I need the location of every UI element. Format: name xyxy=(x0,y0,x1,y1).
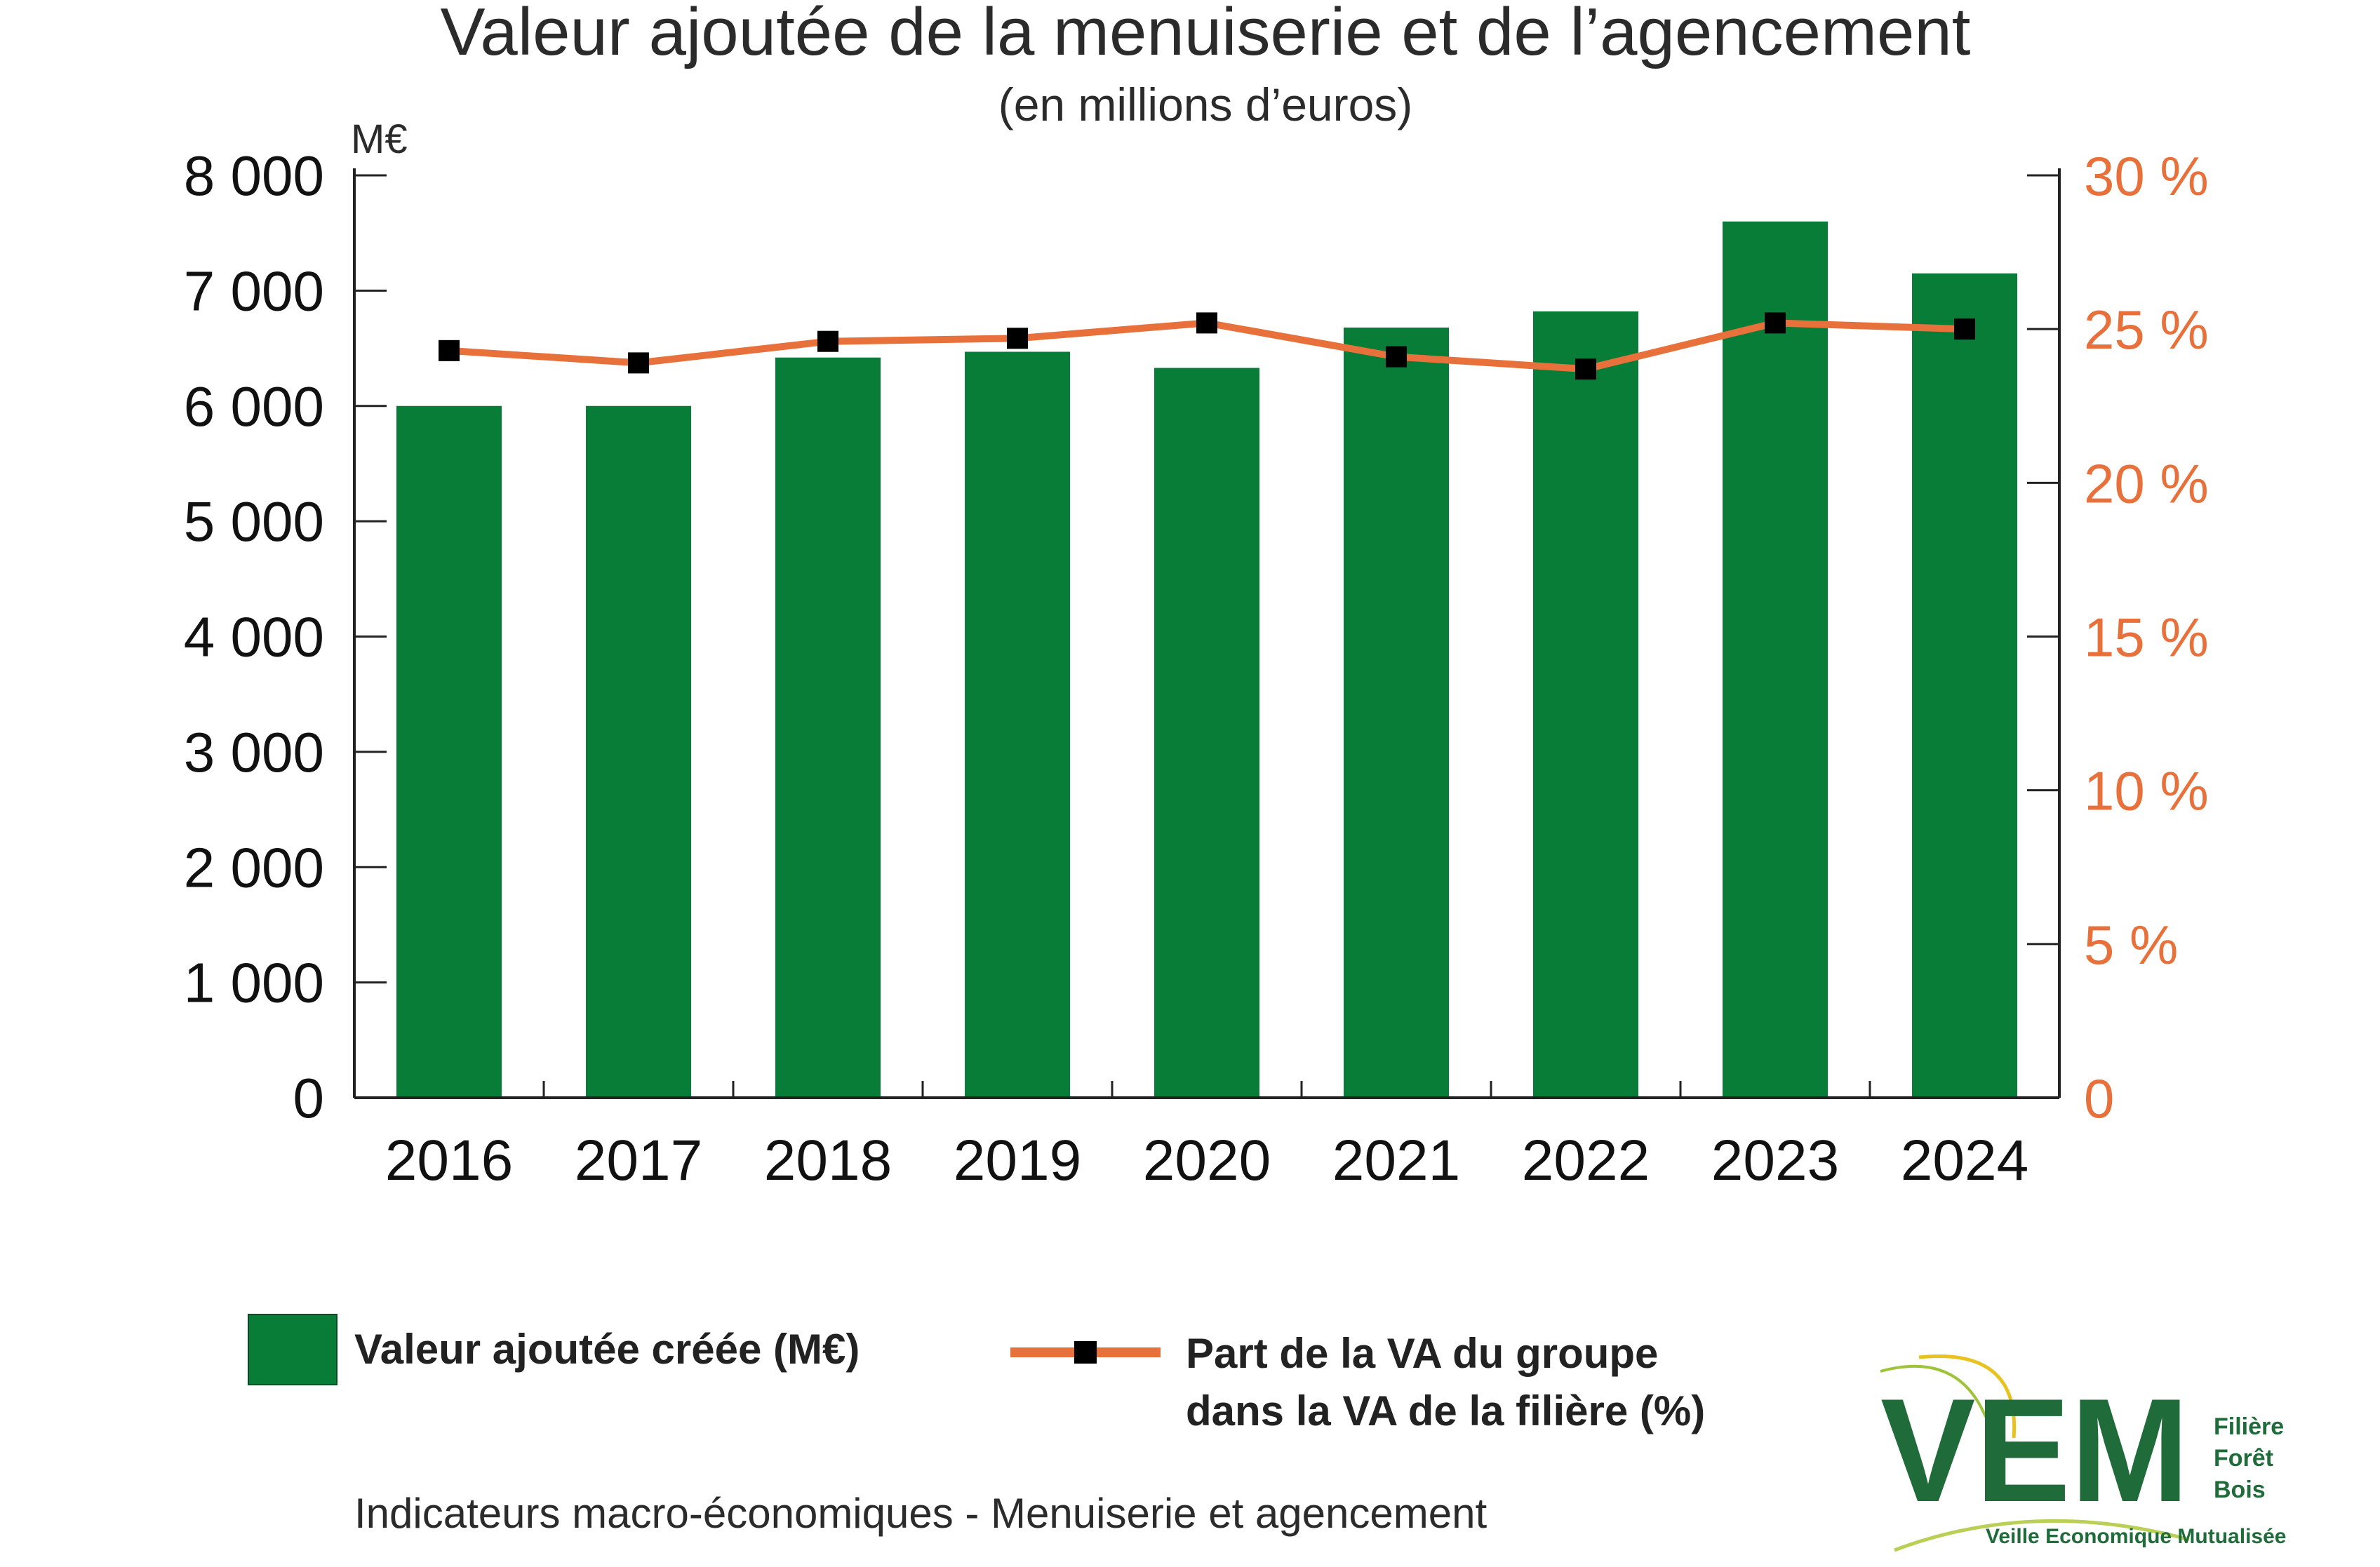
axes xyxy=(353,168,2061,1099)
line-marker-2018 xyxy=(817,330,838,352)
y-left-tick-label: 6 000 xyxy=(184,375,324,438)
bar-2019 xyxy=(965,351,1070,1098)
legend-line-label-2: dans la VA de la filière (%) xyxy=(1186,1387,1705,1434)
bar-series xyxy=(396,221,2017,1098)
y-left-tick-label: 2 000 xyxy=(184,836,324,899)
bar-2020 xyxy=(1154,368,1259,1098)
x-tick-label-2017: 2017 xyxy=(575,1129,702,1192)
vem-logo: VEM Filière Forêt Bois Veille Economique… xyxy=(1880,1354,2286,1552)
legend-bar-label: Valeur ajoutée créée (M€) xyxy=(354,1326,860,1373)
y-right-tick-label: 0 xyxy=(2084,1068,2114,1129)
legend-bar-swatch xyxy=(248,1314,337,1385)
x-tick-label-2022: 2022 xyxy=(1522,1129,1650,1192)
x-tick-label-2024: 2024 xyxy=(1901,1129,2028,1192)
y-left-tick-label: 4 000 xyxy=(184,606,324,668)
line-marker-2022 xyxy=(1575,358,1596,380)
x-tick-label-2019: 2019 xyxy=(954,1129,1081,1192)
logo-arc-green xyxy=(1880,1364,1987,1418)
x-tick-label-2021: 2021 xyxy=(1332,1129,1460,1192)
logo-swoosh xyxy=(1894,1519,2190,1552)
legend: Valeur ajoutée créée (M€) Part de la VA … xyxy=(248,1314,1705,1434)
line-marker-2023 xyxy=(1765,312,1786,334)
bar-2021 xyxy=(1344,327,1449,1098)
y-right-tick-label: 25 % xyxy=(2084,299,2209,361)
y-axis-unit: M€ xyxy=(351,116,408,162)
bar-2017 xyxy=(586,405,691,1098)
line-marker-2024 xyxy=(1954,318,1975,340)
logo-line-filiere: Filière xyxy=(2214,1413,2284,1440)
chart-title: Valeur ajoutée de la menuiserie et de l’… xyxy=(441,0,1971,69)
line-series xyxy=(439,312,1975,380)
y-left-tick-label: 1 000 xyxy=(184,952,324,1014)
x-tick-label-2018: 2018 xyxy=(764,1129,892,1192)
y-right-tick-label: 15 % xyxy=(2084,607,2209,668)
x-axis-ticks: 2016 2017 2018 2019 2020 2021 2022 2023 2024 xyxy=(385,1129,2028,1192)
logo-line-bois: Bois xyxy=(2214,1477,2266,1503)
x-tick-label-2020: 2020 xyxy=(1143,1129,1271,1192)
footer-text: Indicateurs macro-économiques - Menuiser… xyxy=(354,1490,1487,1537)
bar-2018 xyxy=(775,357,881,1098)
y-right-tick-label: 30 % xyxy=(2084,145,2209,207)
x-tick-label-2023: 2023 xyxy=(1711,1129,1839,1192)
y-axis-right-ticks: 0 5 % 10 % 15 % 20 % 25 % 30 % xyxy=(2027,145,2209,1129)
bar-2024 xyxy=(1912,273,2017,1098)
chart-subtitle: (en millions d’euros) xyxy=(998,79,1413,130)
bar-2023 xyxy=(1723,221,1828,1098)
bar-2016 xyxy=(396,405,502,1098)
logo-tagline: Veille Economique Mutualisée xyxy=(1986,1525,2286,1548)
logo-arc-yellow xyxy=(1918,1354,2017,1439)
y-left-tick-label: 0 xyxy=(293,1067,325,1129)
x-tick-label-2016: 2016 xyxy=(385,1129,513,1192)
y-left-tick-label: 7 000 xyxy=(184,260,324,322)
y-right-tick-label: 10 % xyxy=(2084,760,2209,822)
legend-line-label-1: Part de la VA du groupe xyxy=(1186,1330,1658,1377)
line-marker-2021 xyxy=(1386,346,1407,368)
logo-line-foret: Forêt xyxy=(2214,1445,2273,1472)
y-right-tick-label: 20 % xyxy=(2084,452,2209,514)
y-right-tick-label: 5 % xyxy=(2084,914,2178,976)
y-left-tick-label: 8 000 xyxy=(184,144,324,207)
line-marker-2019 xyxy=(1007,328,1028,349)
logo-letters: VEM xyxy=(1880,1368,2189,1533)
legend-line-marker xyxy=(1074,1341,1097,1364)
line-marker-2016 xyxy=(439,339,460,361)
line-marker-2020 xyxy=(1196,312,1217,334)
line-marker-2017 xyxy=(628,352,649,374)
y-left-tick-label: 5 000 xyxy=(184,490,324,553)
bar-2022 xyxy=(1533,311,1638,1098)
y-left-tick-label: 3 000 xyxy=(184,721,324,784)
y-axis-left-ticks: 0 1 000 2 000 3 000 4 000 5 000 6 000 7 000 8 00… xyxy=(184,144,387,1129)
